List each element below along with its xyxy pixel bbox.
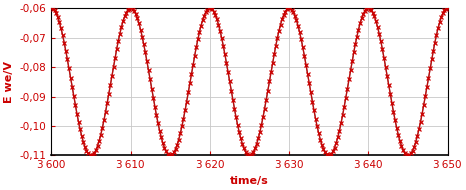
- Y-axis label: E we/V: E we/V: [4, 61, 14, 103]
- X-axis label: time/s: time/s: [230, 176, 269, 186]
